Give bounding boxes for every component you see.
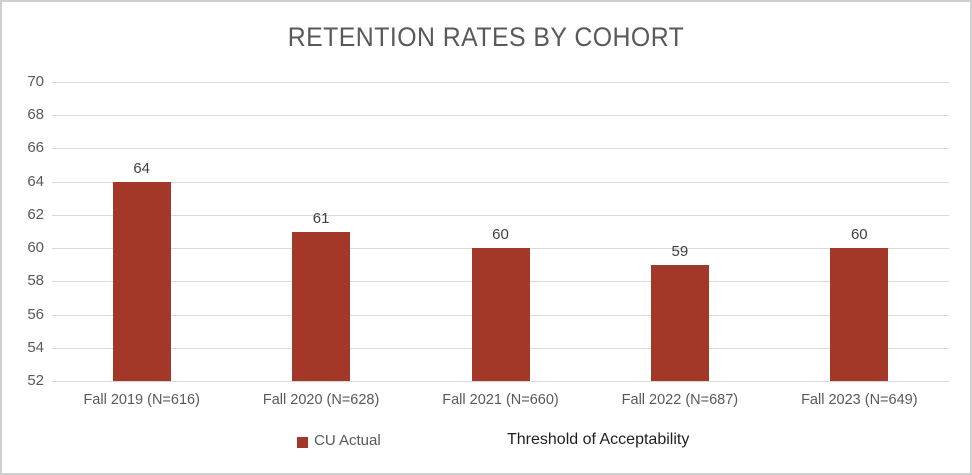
x-tick-label: Fall 2021 (N=660): [442, 392, 559, 408]
x-tick-label: Fall 2023 (N=649): [801, 392, 918, 408]
gridline: [52, 181, 949, 183]
bar-value-label: 61: [312, 209, 330, 227]
y-axis: 52 54 56 58 60 62 64 66 68 70: [2, 73, 44, 389]
bar-value-label: 60: [492, 226, 509, 244]
y-tick-label: 54: [27, 338, 44, 356]
x-axis: Fall 2019 (N=616) Fall 2020 (N=628) Fall 2…: [52, 392, 949, 414]
legend-label-threshold: Threshold of Acceptability: [507, 431, 690, 448]
gridline: [52, 381, 949, 382]
bar: [112, 181, 171, 381]
x-tick-label: Fall 2020 (N=628): [262, 392, 380, 408]
plot-area: 64 61 60 59 60: [52, 82, 949, 382]
x-tick-label: Fall 2019 (N=616): [83, 392, 200, 408]
bar: [830, 248, 889, 381]
y-tick-label: 66: [27, 139, 44, 157]
x-tick-label: Fall 2022 (N=687): [621, 392, 739, 408]
y-tick-label: 58: [27, 272, 44, 290]
y-tick-label: 70: [27, 73, 44, 90]
legend-label-cu-actual: CU Actual: [314, 432, 381, 449]
bar-value-label: 60: [850, 226, 868, 244]
y-tick-label: 62: [27, 205, 44, 223]
y-tick-label: 56: [27, 305, 44, 323]
legend-swatch-cu-actual: [297, 437, 308, 448]
bar: [292, 231, 351, 381]
gridline: [52, 148, 949, 150]
bar: [650, 264, 709, 381]
bar-value-label: 59: [671, 242, 689, 260]
y-tick-label: 68: [27, 106, 44, 124]
gridline: [52, 115, 949, 117]
gridline: [52, 82, 949, 83]
bar: [471, 248, 530, 381]
y-tick-label: 60: [27, 239, 44, 257]
chart-title: RETENTION RATES BY COHORT: [287, 22, 685, 52]
y-tick-label: 64: [27, 172, 44, 190]
gridline: [52, 214, 949, 216]
bar-value-label: 64: [133, 159, 151, 177]
y-tick-label: 52: [27, 372, 44, 389]
